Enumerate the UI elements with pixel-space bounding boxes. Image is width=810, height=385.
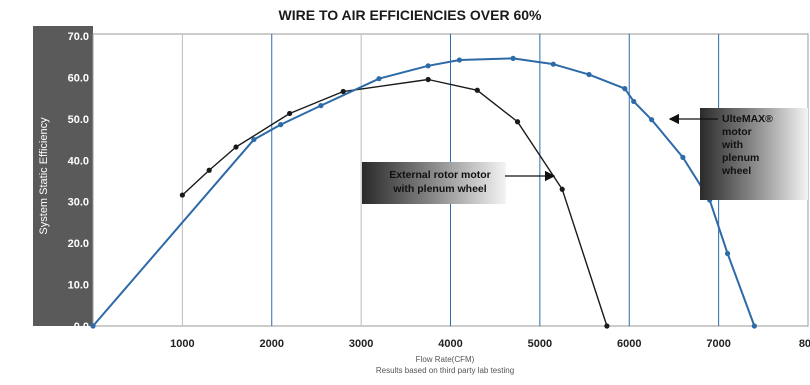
series-1-point-4	[340, 88, 346, 95]
x-tick-label-4: 5000	[528, 338, 552, 350]
x-tick-label-7: 800	[799, 338, 810, 350]
external-rotor-annotation-box	[362, 162, 506, 204]
series-0-point-7	[510, 55, 516, 61]
x-tick-labels: 1000 2000 3000 4000 5000 6000 7000 800	[170, 338, 810, 350]
x-tick-label-1: 2000	[260, 338, 284, 350]
series-0-point-0	[90, 323, 96, 329]
series-1-point-5	[425, 76, 431, 83]
y-tick-label-2: 20.0	[68, 238, 89, 250]
ultemax-annotation-line-3: plenum	[722, 152, 759, 164]
series-1-point-1	[206, 167, 212, 173]
series-1-point-8	[559, 186, 565, 192]
ultemax-annotation-line-2: with	[721, 139, 743, 151]
x-tick-label-3: 4000	[438, 338, 462, 350]
y-tick-label-3: 30.0	[68, 197, 89, 209]
series-1-point-3	[287, 110, 293, 117]
series-0-point-4	[376, 76, 382, 82]
series-1-point-7	[514, 119, 521, 125]
series-0-point-2	[278, 122, 284, 128]
y-tick-label-7: 70.0	[68, 31, 89, 43]
series-0-point-8	[550, 61, 556, 67]
series-0-point-15	[724, 250, 731, 257]
y-axis-label: System Static Efficiency	[38, 117, 50, 235]
series-0-point-12	[648, 117, 655, 123]
series-0-point-5	[425, 63, 431, 69]
chart-footnote: Results based on third party lab testing	[376, 366, 514, 375]
series-1	[179, 76, 610, 329]
y-axis-band	[33, 26, 93, 326]
external-rotor-annotation-line-1: with plenum wheel	[392, 183, 486, 195]
series-0-point-10	[622, 86, 628, 92]
ultemax-annotation-line-4: wheel	[721, 165, 751, 177]
ultemax-annotation-line-0: UlteMAX®	[722, 113, 773, 125]
y-tick-label-5: 50.0	[68, 114, 89, 126]
ultemax-annotation-line-1: motor	[722, 126, 752, 138]
series-0-point-1	[251, 136, 257, 143]
y-tick-label-1: 10.0	[68, 280, 89, 292]
series-1-point-2	[233, 144, 239, 150]
y-tick-label-6: 60.0	[68, 72, 89, 84]
series-0-point-9	[586, 71, 592, 78]
chart-title: WIRE TO AIR EFFICIENCIES OVER 60%	[279, 7, 542, 23]
series-1-point-0	[179, 192, 185, 198]
series-0-point-16	[751, 323, 757, 329]
series-0-point-13	[680, 154, 686, 160]
series-1-point-6	[474, 87, 480, 93]
series-1-point-9	[604, 323, 610, 329]
series-0-point-6	[456, 57, 463, 63]
x-tick-label-5: 6000	[617, 338, 641, 350]
x-tick-label-2: 3000	[349, 338, 373, 350]
external-rotor-annotation: External rotor motor with plenum wheel	[362, 162, 556, 204]
series-0-point-3	[318, 103, 324, 109]
x-tick-label-6: 7000	[706, 338, 730, 350]
series-layer	[90, 55, 757, 329]
y-tick-label-4: 40.0	[68, 155, 89, 167]
y-tick-label-0: 0.0	[74, 321, 89, 333]
y-tick-labels: 0.0 10.0 20.0 30.0 40.0 50.0 60.0 70.0	[68, 31, 89, 333]
x-axis-label: Flow Rate(CFM)	[416, 355, 475, 364]
external-rotor-annotation-line-0: External rotor motor	[389, 169, 491, 181]
series-0-point-11	[631, 98, 637, 105]
x-tick-label-0: 1000	[170, 338, 194, 350]
ultemax-annotation-box	[700, 108, 808, 200]
series-1-line	[181, 78, 608, 327]
